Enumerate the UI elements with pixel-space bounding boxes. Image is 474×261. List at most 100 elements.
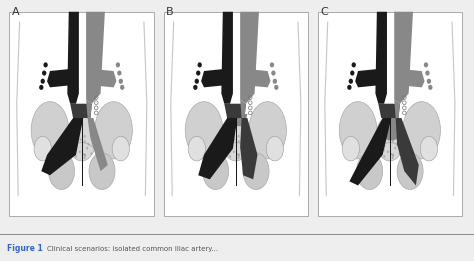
Ellipse shape [383, 149, 385, 151]
Ellipse shape [399, 152, 401, 155]
Ellipse shape [44, 62, 48, 67]
Ellipse shape [349, 79, 353, 84]
Ellipse shape [48, 153, 74, 189]
Ellipse shape [74, 141, 76, 144]
Ellipse shape [270, 62, 274, 67]
Polygon shape [349, 118, 392, 186]
Ellipse shape [68, 136, 70, 139]
Text: Clinical scenarios: isolated common iliac artery...: Clinical scenarios: isolated common ilia… [47, 246, 219, 252]
Ellipse shape [72, 153, 73, 156]
Ellipse shape [385, 134, 387, 137]
Ellipse shape [273, 79, 277, 84]
Bar [318, 12, 462, 216]
Ellipse shape [228, 141, 230, 144]
Ellipse shape [72, 145, 74, 148]
Ellipse shape [229, 145, 231, 147]
Ellipse shape [378, 145, 380, 148]
Ellipse shape [77, 134, 79, 137]
Ellipse shape [420, 137, 438, 161]
Ellipse shape [229, 149, 231, 151]
Ellipse shape [75, 145, 77, 147]
Ellipse shape [221, 134, 223, 137]
Bar [9, 12, 154, 216]
Ellipse shape [41, 79, 45, 84]
Ellipse shape [249, 102, 286, 159]
Ellipse shape [221, 135, 223, 138]
Ellipse shape [238, 154, 240, 157]
Ellipse shape [356, 153, 383, 189]
Polygon shape [201, 69, 224, 87]
Ellipse shape [392, 140, 394, 143]
Ellipse shape [84, 140, 86, 143]
Ellipse shape [68, 150, 70, 152]
Ellipse shape [31, 102, 69, 159]
Ellipse shape [34, 137, 51, 161]
Ellipse shape [75, 149, 77, 151]
Ellipse shape [347, 85, 352, 90]
Ellipse shape [116, 62, 120, 67]
Ellipse shape [375, 134, 377, 137]
Ellipse shape [425, 70, 429, 76]
Ellipse shape [89, 153, 115, 189]
Polygon shape [227, 114, 247, 126]
Text: C: C [320, 7, 328, 17]
Ellipse shape [185, 102, 223, 159]
Polygon shape [86, 12, 105, 104]
Ellipse shape [238, 153, 240, 156]
Ellipse shape [342, 137, 359, 161]
Ellipse shape [225, 154, 227, 156]
Ellipse shape [231, 134, 233, 137]
Ellipse shape [380, 116, 403, 140]
Polygon shape [375, 12, 387, 104]
Ellipse shape [193, 85, 198, 90]
Ellipse shape [75, 155, 77, 158]
Ellipse shape [339, 102, 377, 159]
Ellipse shape [67, 135, 69, 138]
Ellipse shape [428, 85, 432, 90]
Ellipse shape [388, 138, 390, 141]
Ellipse shape [120, 85, 124, 90]
Ellipse shape [392, 135, 393, 138]
Ellipse shape [82, 153, 84, 156]
Ellipse shape [382, 141, 384, 144]
Polygon shape [378, 104, 400, 118]
Ellipse shape [424, 62, 428, 67]
Ellipse shape [402, 139, 404, 141]
Ellipse shape [248, 138, 250, 140]
Ellipse shape [94, 138, 96, 140]
Polygon shape [394, 12, 413, 104]
Polygon shape [86, 100, 92, 118]
Text: B: B [166, 7, 173, 17]
Ellipse shape [392, 156, 393, 159]
Ellipse shape [75, 145, 77, 147]
Ellipse shape [67, 116, 96, 161]
Ellipse shape [222, 136, 224, 139]
Polygon shape [41, 118, 83, 175]
Ellipse shape [224, 145, 226, 148]
Ellipse shape [377, 153, 379, 155]
Polygon shape [67, 12, 79, 104]
Ellipse shape [396, 143, 398, 146]
Ellipse shape [118, 79, 123, 84]
Ellipse shape [238, 140, 240, 143]
Ellipse shape [243, 153, 269, 189]
Ellipse shape [247, 136, 249, 138]
Text: Figure 1: Figure 1 [7, 245, 43, 253]
Ellipse shape [401, 136, 403, 138]
Polygon shape [246, 69, 271, 87]
Ellipse shape [222, 134, 224, 137]
Ellipse shape [84, 153, 86, 156]
Ellipse shape [68, 134, 70, 137]
Ellipse shape [350, 70, 355, 76]
Ellipse shape [112, 137, 129, 161]
Ellipse shape [79, 150, 81, 153]
Ellipse shape [195, 79, 199, 84]
Ellipse shape [93, 136, 95, 138]
Ellipse shape [376, 150, 378, 152]
Polygon shape [240, 100, 246, 118]
Bar [164, 12, 308, 216]
Text: A: A [12, 7, 19, 17]
Ellipse shape [94, 139, 96, 141]
Ellipse shape [245, 152, 246, 155]
Polygon shape [221, 12, 233, 104]
